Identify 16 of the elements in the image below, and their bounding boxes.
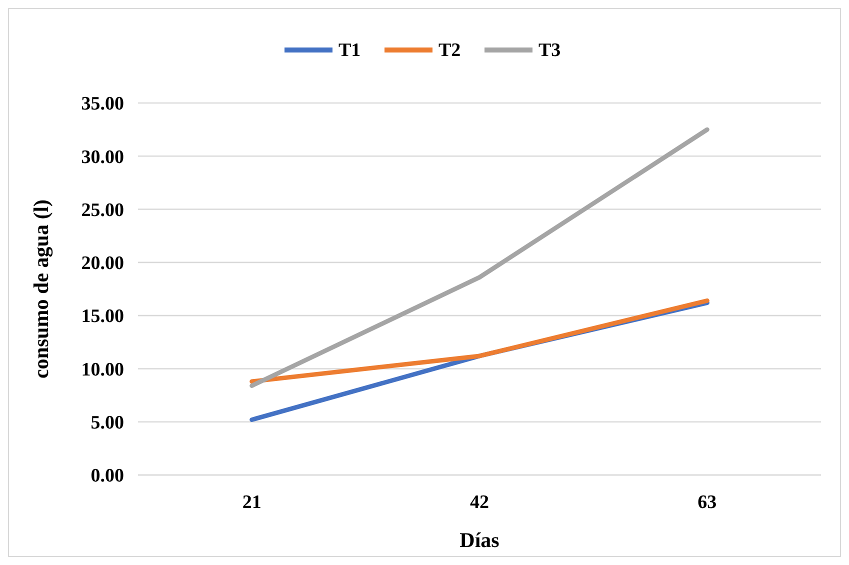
legend-label: T2 <box>438 40 461 61</box>
y-tick-label: 25.00 <box>81 200 124 221</box>
x-tick-label: 42 <box>470 492 489 513</box>
y-tick-label: 15.00 <box>81 306 124 328</box>
y-tick-label: 10.00 <box>81 359 124 380</box>
y-tick-label: 35.00 <box>81 94 124 115</box>
x-axis-title: Días <box>460 528 500 552</box>
y-tick-label: 30.00 <box>81 146 124 168</box>
x-tick-label: 21 <box>242 492 262 513</box>
x-tick-label: 63 <box>698 492 717 513</box>
y-axis-title: consumo de agua (l) <box>29 199 53 379</box>
y-tick-label: 0.00 <box>90 466 124 487</box>
legend-label: T1 <box>338 40 361 61</box>
legend-label: T3 <box>538 40 561 61</box>
y-tick-label: 20.00 <box>81 253 124 274</box>
y-tick-label: 5.00 <box>90 412 124 434</box>
